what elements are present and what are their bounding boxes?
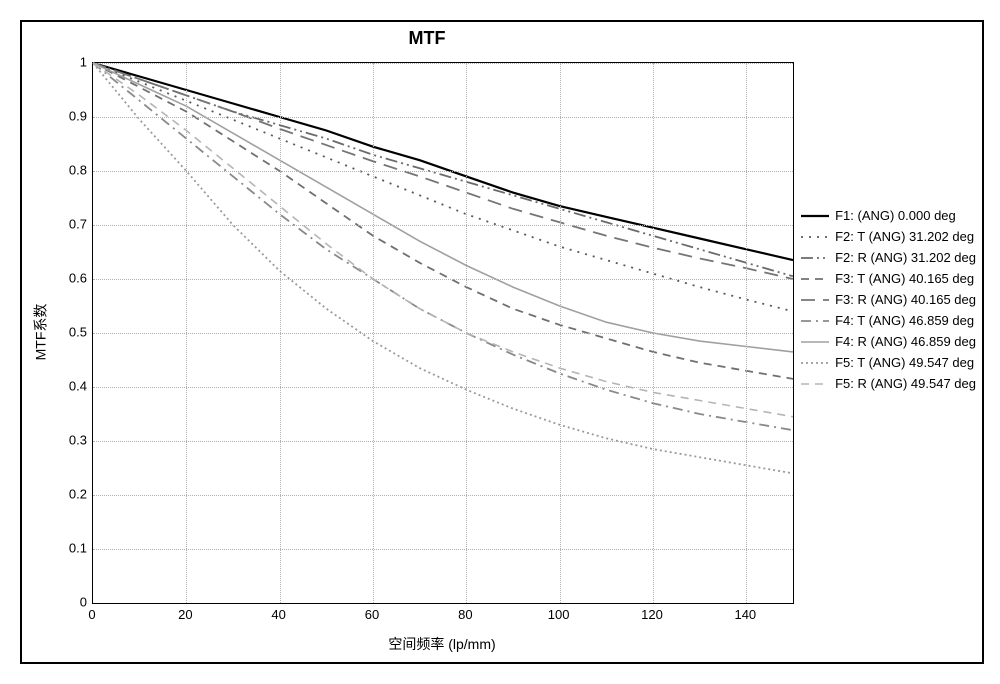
legend-label: F5: T (ANG) 49.547 deg <box>835 355 974 370</box>
y-axis-label: MTF系数 <box>30 62 50 602</box>
legend-label: F1: (ANG) 0.000 deg <box>835 208 956 223</box>
legend: F1: (ANG) 0.000 deg F2: T (ANG) 31.202 de… <box>801 202 976 397</box>
legend-item: F3: R (ANG) 40.165 deg <box>801 292 976 307</box>
y-tick-label: 0.7 <box>62 217 87 232</box>
y-tick-label: 0.8 <box>62 163 87 178</box>
legend-item: F2: R (ANG) 31.202 deg <box>801 250 976 265</box>
legend-swatch <box>801 272 829 286</box>
legend-swatch <box>801 356 829 370</box>
y-tick-label: 0.2 <box>62 487 87 502</box>
legend-label: F3: T (ANG) 40.165 deg <box>835 271 974 286</box>
chart-container: MTF MTF系数 空间频率 (lp/mm) F1: (ANG) 0.000 d… <box>20 20 984 664</box>
legend-item: F5: T (ANG) 49.547 deg <box>801 355 976 370</box>
x-axis-label: 空间频率 (lp/mm) <box>92 634 792 654</box>
grid-line-h <box>93 279 793 280</box>
y-tick-label: 0.9 <box>62 109 87 124</box>
x-tick-label: 80 <box>458 607 472 622</box>
y-tick-label: 0.4 <box>62 379 87 394</box>
x-tick-label: 60 <box>365 607 379 622</box>
grid-line-h <box>93 63 793 64</box>
legend-item: F4: T (ANG) 46.859 deg <box>801 313 976 328</box>
legend-label: F3: R (ANG) 40.165 deg <box>835 292 976 307</box>
legend-label: F5: R (ANG) 49.547 deg <box>835 376 976 391</box>
plot-area <box>92 62 794 604</box>
grid-line-h <box>93 117 793 118</box>
legend-swatch <box>801 377 829 391</box>
y-tick-label: 0.3 <box>62 433 87 448</box>
x-tick-label: 120 <box>641 607 663 622</box>
x-tick-label: 20 <box>178 607 192 622</box>
legend-swatch <box>801 314 829 328</box>
legend-label: F2: R (ANG) 31.202 deg <box>835 250 976 265</box>
legend-swatch <box>801 293 829 307</box>
x-tick-label: 100 <box>548 607 570 622</box>
series-curve <box>93 63 793 379</box>
grid-line-h <box>93 171 793 172</box>
y-axis-label-text: MTF系数 <box>30 304 50 361</box>
grid-line-h <box>93 225 793 226</box>
x-tick-label: 40 <box>271 607 285 622</box>
legend-label: F4: T (ANG) 46.859 deg <box>835 313 974 328</box>
legend-item: F1: (ANG) 0.000 deg <box>801 208 976 223</box>
y-tick-label: 1 <box>62 55 87 70</box>
series-curve <box>93 63 793 260</box>
y-tick-label: 0.5 <box>62 325 87 340</box>
legend-item: F3: T (ANG) 40.165 deg <box>801 271 976 286</box>
x-tick-label: 140 <box>734 607 756 622</box>
y-tick-label: 0 <box>62 595 87 610</box>
legend-item: F5: R (ANG) 49.547 deg <box>801 376 976 391</box>
grid-line-h <box>93 549 793 550</box>
legend-item: F2: T (ANG) 31.202 deg <box>801 229 976 244</box>
legend-swatch <box>801 209 829 223</box>
y-tick-label: 0.1 <box>62 541 87 556</box>
legend-swatch <box>801 230 829 244</box>
grid-line-h <box>93 333 793 334</box>
legend-swatch <box>801 251 829 265</box>
y-tick-label: 0.6 <box>62 271 87 286</box>
legend-label: F2: T (ANG) 31.202 deg <box>835 229 974 244</box>
grid-line-h <box>93 387 793 388</box>
series-curve <box>93 63 793 276</box>
legend-item: F4: R (ANG) 46.859 deg <box>801 334 976 349</box>
chart-title: MTF <box>22 28 832 49</box>
legend-swatch <box>801 335 829 349</box>
grid-line-h <box>93 441 793 442</box>
legend-label: F4: R (ANG) 46.859 deg <box>835 334 976 349</box>
grid-line-h <box>93 495 793 496</box>
x-tick-label: 0 <box>88 607 95 622</box>
